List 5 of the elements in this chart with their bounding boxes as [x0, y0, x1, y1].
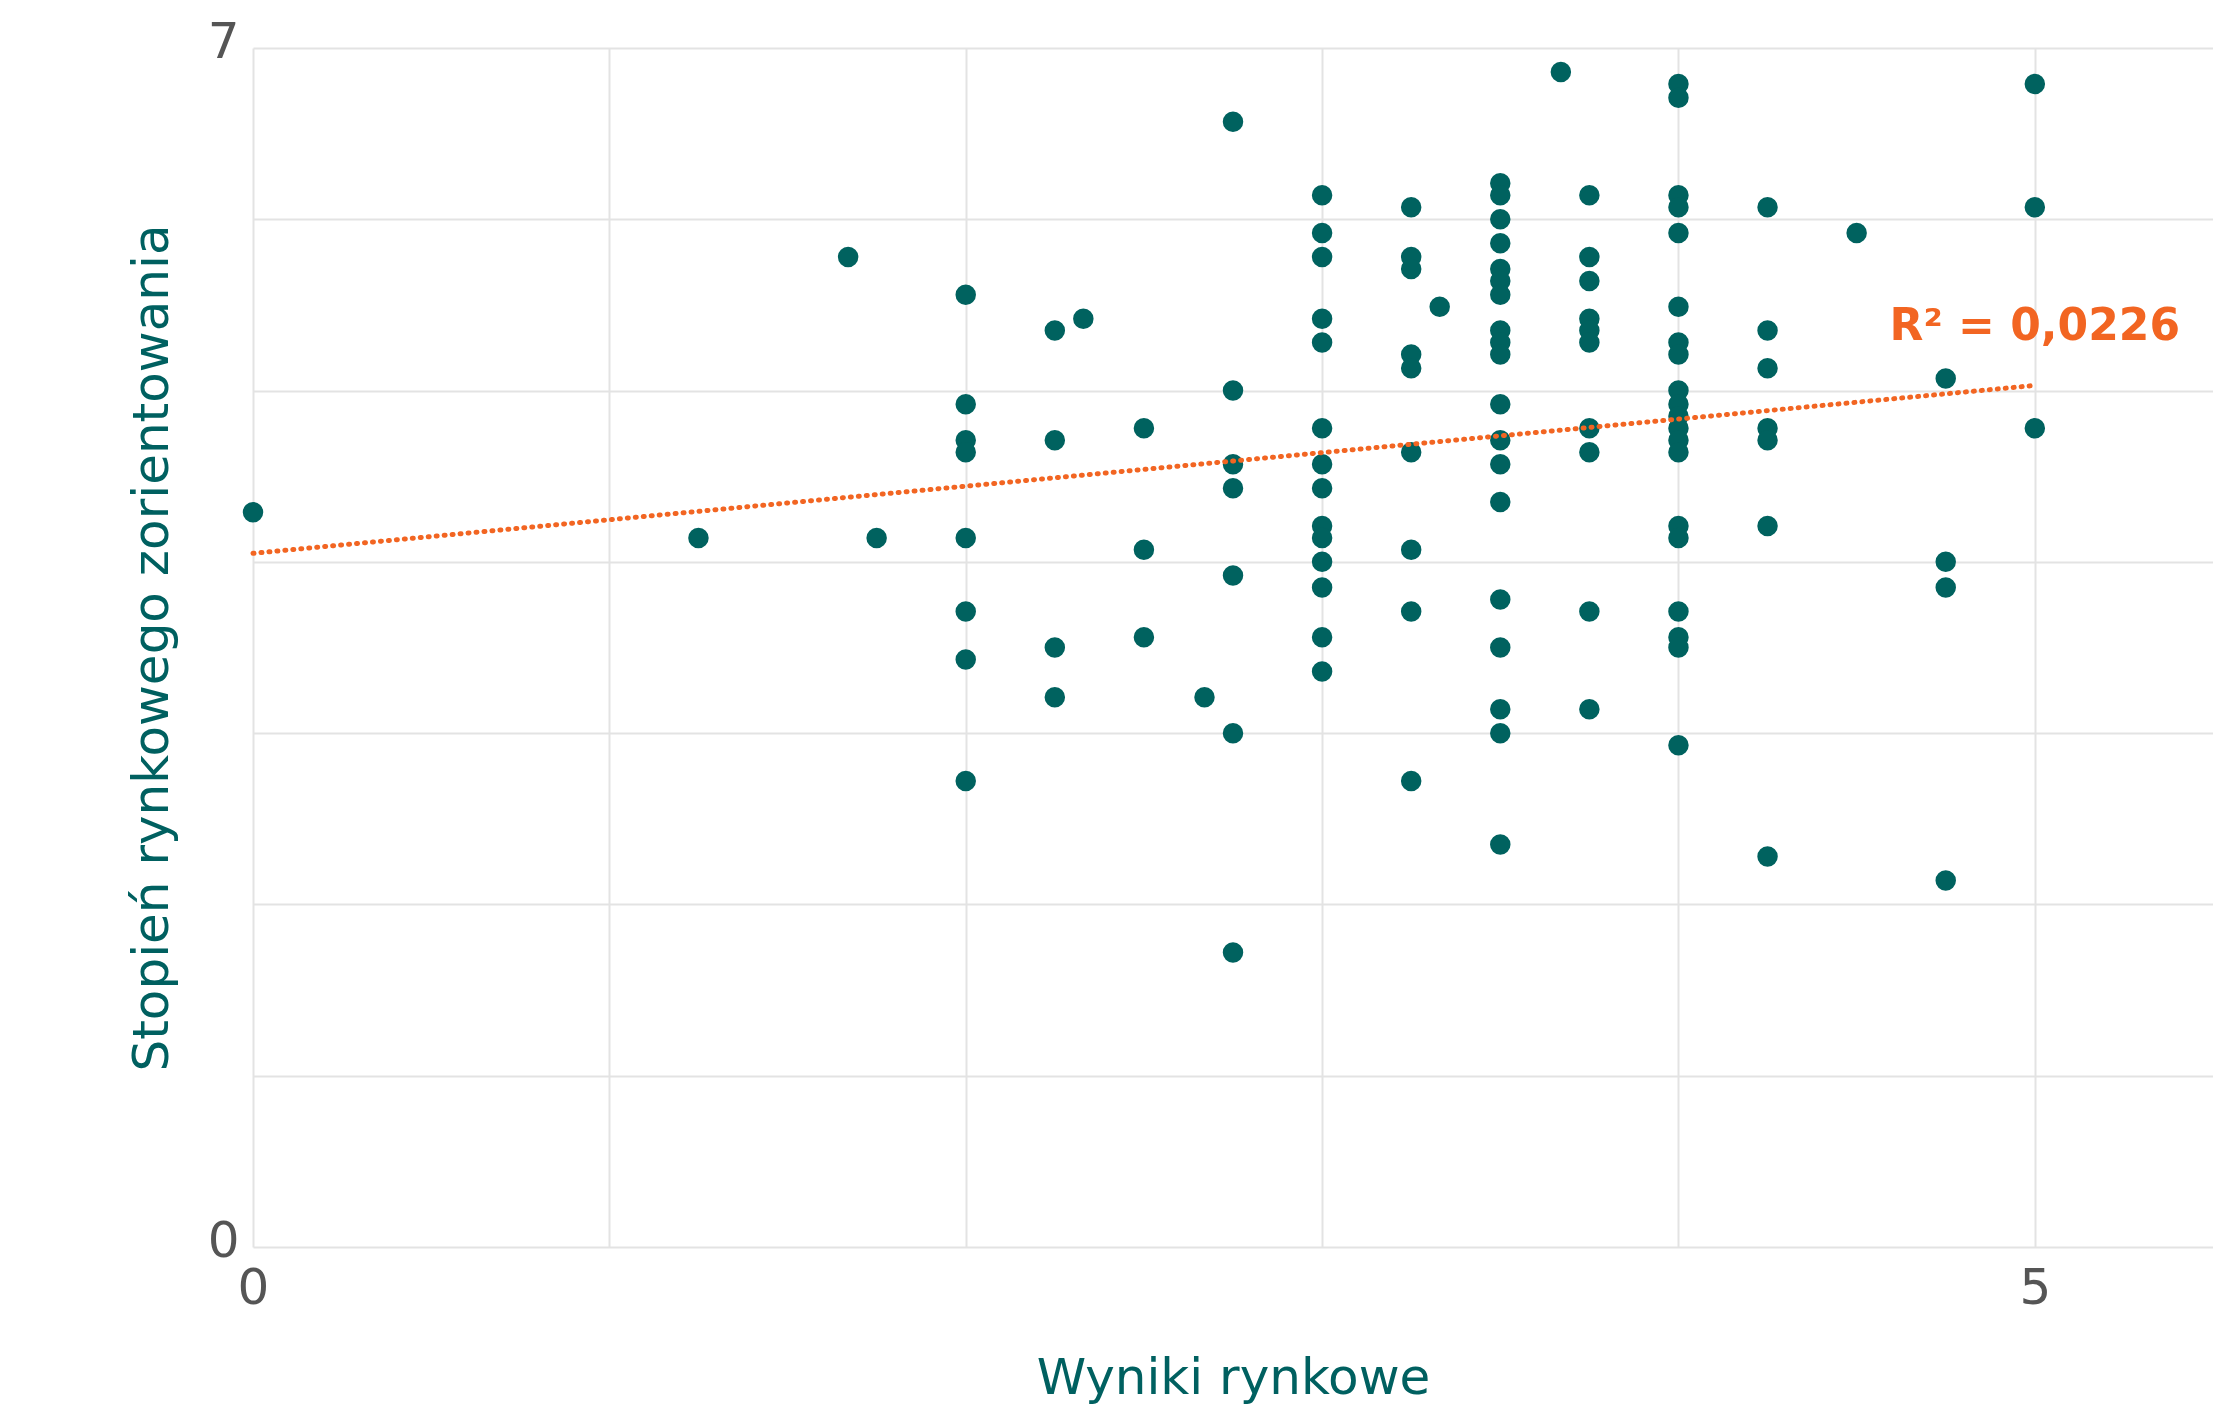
y-axis-title: Stopień rynkowego zorientowania	[121, 224, 180, 1072]
annotation: R² = 0,0226	[1889, 299, 2181, 351]
y-tick-label: 7	[207, 11, 240, 70]
x-axis-title: Wyniki rynkowe	[1036, 1347, 1431, 1406]
x-tick-label: 5	[2019, 1257, 2052, 1316]
